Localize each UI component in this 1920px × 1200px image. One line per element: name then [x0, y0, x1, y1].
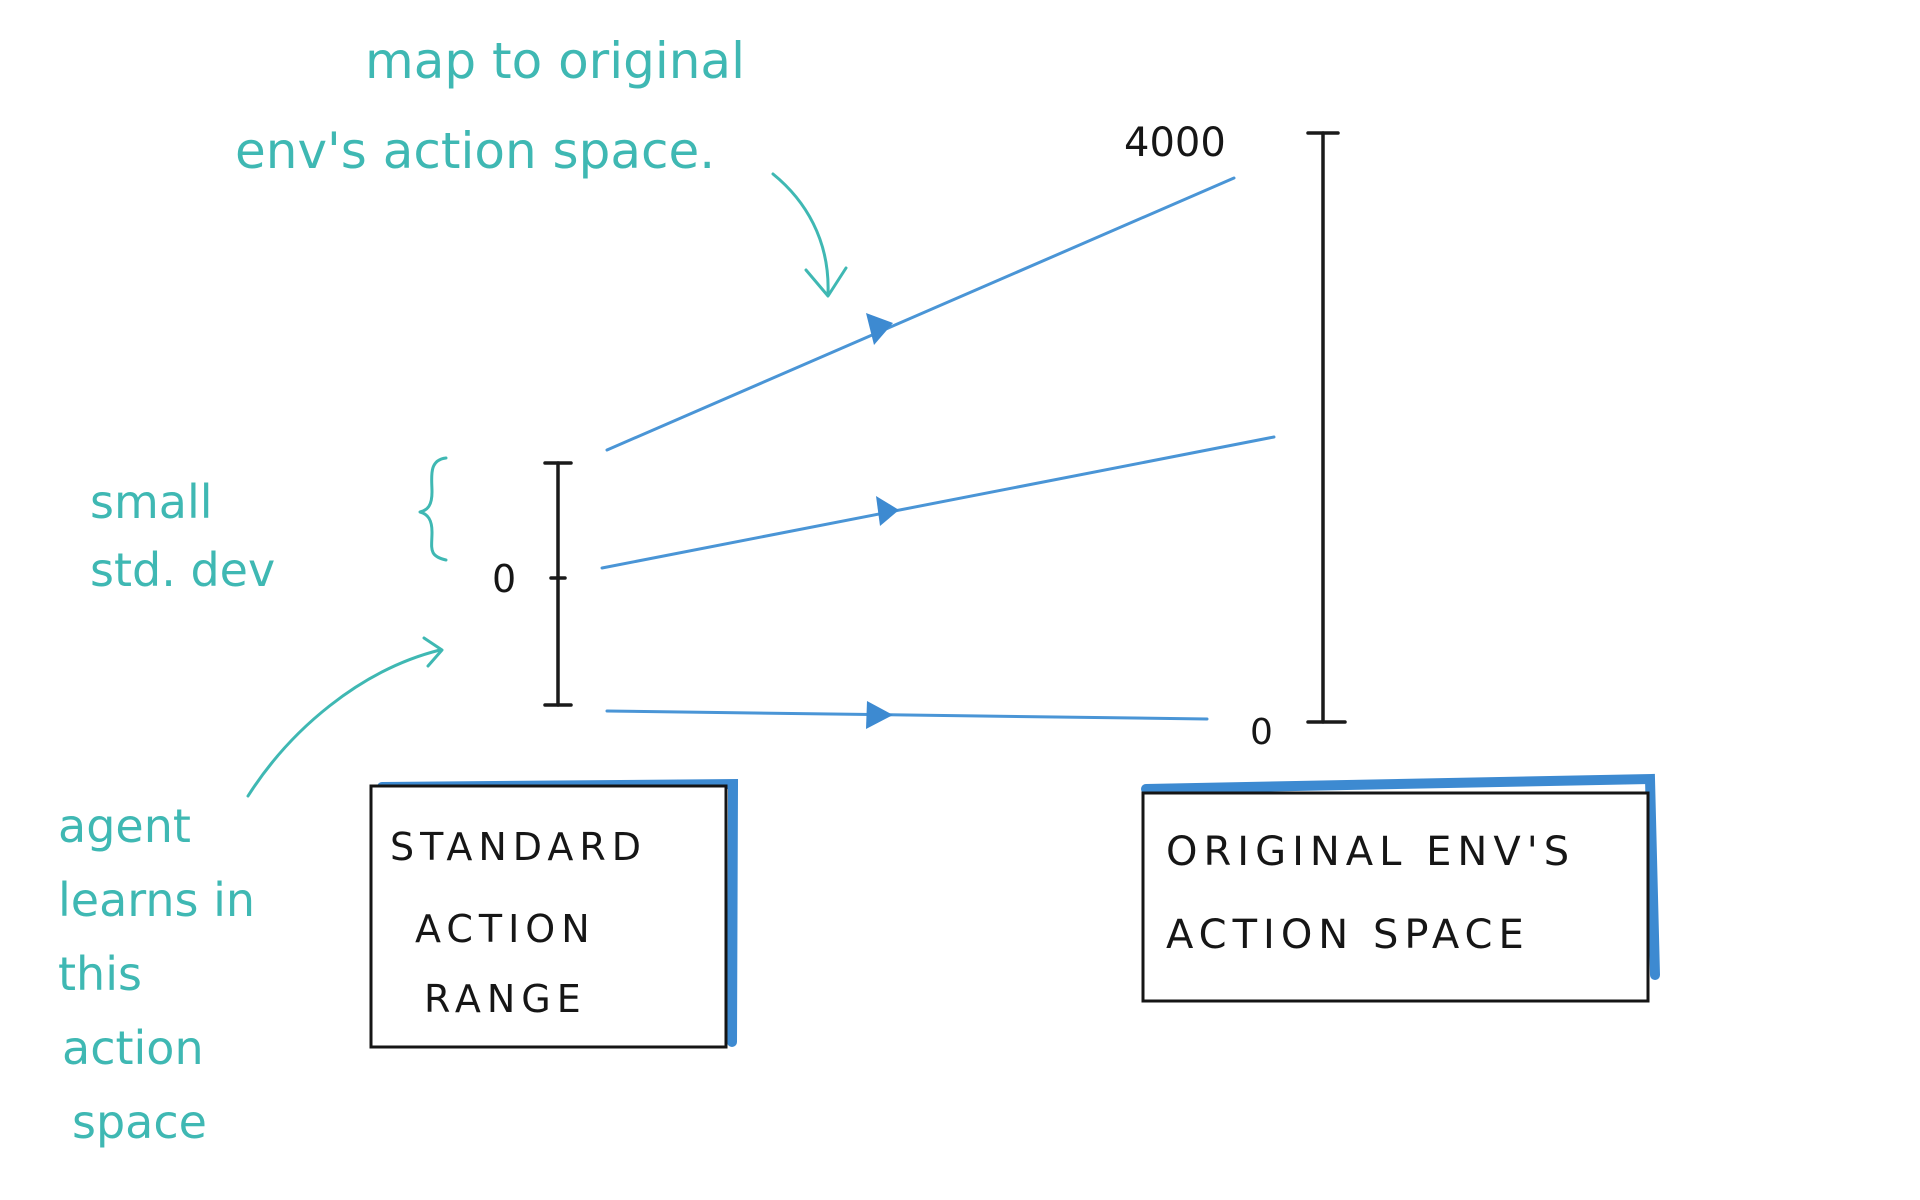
standard-box-line1: STANDARD	[390, 825, 647, 869]
std-dev-annotation-line2: std. dev	[90, 543, 275, 597]
original-axis-top-label: 4000	[1124, 120, 1226, 166]
agent-annotation: agent learns in this action space	[58, 636, 444, 1149]
original-box-line2: ACTION SPACE	[1166, 912, 1530, 958]
mapping-arrow-bottom-head	[866, 701, 893, 729]
original-action-space-box: ORIGINAL ENV'S ACTION SPACE	[1141, 773, 1660, 1003]
standard-action-axis: 0	[492, 461, 573, 707]
agent-annotation-line4: action	[62, 1021, 204, 1075]
standard-box-line3: RANGE	[424, 977, 587, 1021]
original-axis-zero-label: 0	[1250, 712, 1273, 753]
original-box-accent	[1141, 773, 1660, 980]
agent-annotation-line1: agent	[58, 799, 191, 853]
standard-box-line2: ACTION	[415, 907, 596, 951]
pointer-arrow-head-icon	[422, 636, 444, 668]
pointer-arrow-icon	[246, 648, 442, 798]
curly-brace-icon	[418, 456, 448, 562]
original-box-line1: ORIGINAL ENV'S	[1166, 829, 1575, 875]
std-dev-annotation-line1: small	[90, 475, 213, 529]
mapping-arrow-top-head	[866, 313, 893, 345]
map-annotation-line2: env's action space.	[235, 122, 715, 180]
mapping-arrow-middle-line	[600, 435, 1276, 570]
mapping-arrow-middle-head	[876, 496, 899, 526]
original-box-outline	[1141, 791, 1650, 1003]
agent-annotation-line3: this	[58, 947, 142, 1001]
agent-annotation-line5: space	[72, 1095, 207, 1149]
map-annotation: map to original env's action space.	[235, 32, 848, 298]
curved-arrow-icon	[771, 172, 830, 296]
standard-action-range-box: STANDARD ACTION RANGE	[369, 778, 739, 1049]
map-annotation-line1: map to original	[365, 32, 745, 90]
mapping-arrow-top-line	[605, 176, 1236, 452]
mapping-arrow-bottom-line	[605, 709, 1209, 721]
mapping-arrows	[600, 176, 1276, 729]
curved-arrow-head-icon	[804, 266, 848, 298]
std-dev-annotation: small std. dev	[90, 456, 448, 597]
original-action-axis: 4000 0	[1124, 120, 1347, 753]
standard-box-outline	[369, 784, 728, 1049]
agent-annotation-line2: learns in	[58, 873, 255, 927]
standard-axis-zero-label: 0	[492, 557, 516, 601]
